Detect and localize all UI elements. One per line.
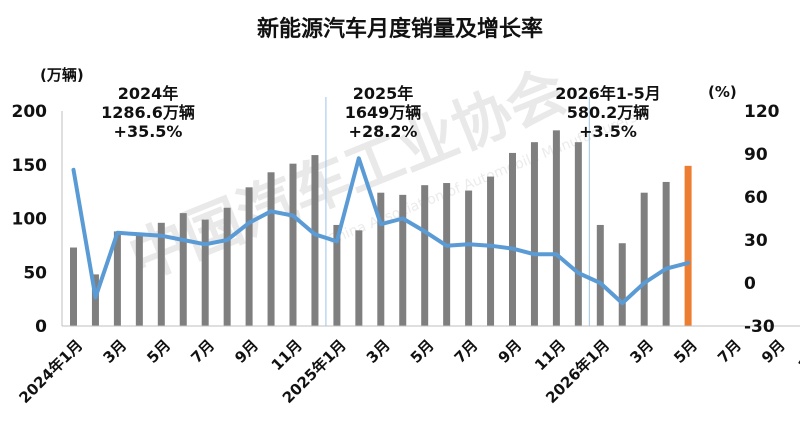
x-tick-label: 11月 [531,336,569,374]
sales-bar [509,152,516,326]
left-tick-label: 100 [12,210,48,230]
sales-bar [135,234,143,326]
sales-bar [618,243,626,326]
sales-bar [179,213,187,326]
annotation-line: 580.2万辆 [567,103,650,122]
x-tick-label: 5月 [407,336,438,367]
x-tick-label: 7月 [714,336,745,367]
left-tick-label: 50 [23,263,47,283]
axes [61,111,800,327]
sales-bar [552,130,560,326]
x-tick-label: 2024年1月 [15,336,86,407]
sales-bar [70,247,77,326]
sales-bar [443,183,451,326]
left-tick-label: 0 [35,317,47,337]
sales-bar [662,181,670,326]
left-tick-label: 150 [12,156,48,176]
right-tick-label: 30 [744,231,768,251]
right-tick-label: 90 [744,145,768,165]
chart-title: 新能源汽车月度销量及增长率 [257,16,543,42]
sales-bar [684,165,692,326]
sales-bar [333,224,341,326]
growth-line-path [71,156,691,306]
sales-bar [640,192,648,326]
annotation-line: 2025年 [353,84,414,103]
sales-bar [421,185,429,326]
sales-bar [465,190,473,326]
sales-bar [574,142,582,326]
sales-bar [267,172,275,326]
annotation-line: 2024年 [118,84,179,103]
sales-bar [201,219,209,326]
annotation-line: 2026年1-5月 [555,84,660,103]
sales-bar [487,176,495,326]
sales-bar [377,192,385,326]
right-axis-unit: (%) [708,83,737,101]
annotations: 2024年 1286.6万辆+35.5% 2025年 1649万辆+28.2% 2026… [101,84,661,141]
annotation-line: +28.2% [349,122,418,141]
left-axis-ticks: 0 50 100 150 200 [12,102,48,337]
sales-bar [157,222,165,326]
x-tick-label: 9月 [495,336,526,367]
annotation-line: 1649万辆 [345,103,422,122]
sales-bar [289,163,297,326]
year-dividers [325,97,590,326]
annotation-line: 1286.6万辆 [101,103,195,122]
annotation: 2024年 1286.6万辆+35.5% [101,84,195,141]
sales-bar [399,194,407,326]
x-tick-label: 9月 [758,336,789,367]
annotation-line: +3.5% [579,122,637,141]
sales-bar [311,155,319,326]
sales-bar [223,207,231,326]
right-tick-label: 120 [744,102,780,122]
right-axis-ticks: -30 0 30 60 90 120 [744,102,780,337]
x-tick-label: 5月 [670,336,701,367]
x-tick-label: 7月 [451,336,482,367]
right-tick-label: -30 [744,317,775,337]
sales-bar [245,187,253,326]
sales-bar [355,230,363,326]
x-tick-label: 3月 [626,336,657,367]
left-tick-label: 200 [12,102,48,122]
x-tick-label: 5月 [143,336,174,367]
sales-bar [113,231,121,326]
growth-line [71,156,691,306]
sales-bar [596,224,604,326]
x-tick-label: 11月 [268,336,306,374]
annotation-line: +35.5% [114,122,183,141]
x-tick-label: 7月 [187,336,218,367]
x-tick-label: 3月 [100,336,131,367]
x-tick-label: 11月 [795,336,800,374]
left-axis-unit: (万辆) [40,66,84,84]
x-tick-label: 9月 [231,336,262,367]
right-tick-label: 60 [744,188,768,208]
sales-bar [530,142,538,326]
annotation: 2025年 1649万辆+28.2% [345,84,422,141]
right-tick-label: 0 [744,274,756,294]
annotation: 2026年1-5月 580.2万辆+3.5% [555,84,660,141]
x-tick-label: 3月 [363,336,394,367]
sales-bars [70,130,692,326]
sales-bar [91,274,99,326]
